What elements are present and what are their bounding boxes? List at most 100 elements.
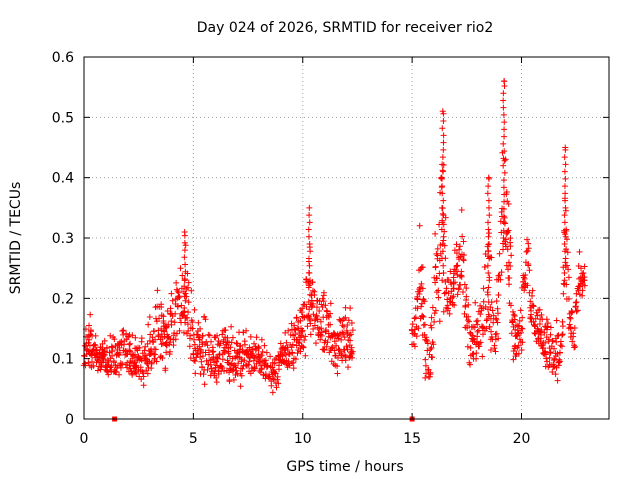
peak-point <box>306 219 313 226</box>
peak-point <box>439 161 446 168</box>
data-point <box>282 352 289 359</box>
data-point <box>292 356 299 363</box>
x-tick-label: 20 <box>513 431 531 447</box>
data-point <box>258 336 265 343</box>
data-point <box>345 317 352 324</box>
data-point <box>564 249 571 256</box>
data-point <box>117 339 124 346</box>
data-point <box>154 287 161 294</box>
data-point <box>328 345 335 352</box>
data-point <box>568 309 575 316</box>
data-point <box>526 267 533 274</box>
data-point <box>347 337 354 344</box>
data-point <box>105 371 112 378</box>
data-point <box>523 248 530 255</box>
data-point <box>263 349 270 356</box>
data-point <box>423 337 430 344</box>
data-point <box>312 340 319 347</box>
data-point <box>176 294 183 301</box>
data-point <box>185 299 192 306</box>
data-point <box>219 364 226 371</box>
peak-point <box>439 204 446 211</box>
data-point <box>202 349 209 356</box>
data-point <box>450 293 457 300</box>
data-point <box>349 348 356 355</box>
data-point <box>327 310 334 317</box>
peak-point <box>562 190 569 197</box>
data-point <box>496 250 503 257</box>
peak-point <box>486 241 493 248</box>
data-point <box>313 304 320 311</box>
data-point <box>565 295 572 302</box>
data-point <box>310 326 317 333</box>
data-point <box>421 298 428 305</box>
data-point <box>116 371 123 378</box>
data-point <box>562 231 569 238</box>
data-point <box>203 357 210 364</box>
data-point <box>126 341 133 348</box>
data-point <box>565 266 572 273</box>
data-point <box>419 312 426 319</box>
data-point <box>86 322 93 329</box>
peak-point <box>485 183 492 190</box>
data-point <box>255 343 262 350</box>
data-point <box>262 357 269 364</box>
data-point <box>505 201 512 208</box>
y-tick-label: 0 <box>65 412 74 428</box>
data-point <box>453 268 460 275</box>
peak-point <box>181 247 188 254</box>
data-point <box>516 317 523 324</box>
peak-point <box>306 306 313 313</box>
peak-point <box>439 183 446 190</box>
data-point <box>177 265 184 272</box>
peak-point <box>501 126 508 133</box>
x-tick-label: 0 <box>80 431 89 447</box>
data-point <box>422 362 429 369</box>
data-point <box>420 314 427 321</box>
data-point <box>290 359 297 366</box>
data-point <box>516 336 523 343</box>
data-point <box>219 331 226 338</box>
data-point <box>573 308 580 315</box>
data-point <box>318 325 325 332</box>
peak-point <box>440 139 447 146</box>
data-point <box>559 318 566 325</box>
data-point <box>323 343 330 350</box>
data-point <box>116 349 123 356</box>
data-point <box>462 303 469 310</box>
data-point <box>92 332 99 339</box>
data-point <box>302 352 309 359</box>
data-point <box>186 335 193 342</box>
peak-point <box>439 154 446 161</box>
data-point <box>547 349 554 356</box>
data-point <box>506 281 513 288</box>
data-point <box>152 346 159 353</box>
data-point <box>430 341 437 348</box>
data-point <box>186 343 193 350</box>
data-point <box>225 350 232 357</box>
data-point <box>473 350 480 357</box>
data-point <box>446 298 453 305</box>
data-point <box>233 340 240 347</box>
data-point <box>119 328 126 335</box>
data-point <box>424 347 431 354</box>
data-point <box>251 340 258 347</box>
data-point <box>474 328 481 335</box>
data-point <box>553 339 560 346</box>
data-point <box>456 246 463 253</box>
data-point <box>176 327 183 334</box>
data-point <box>184 314 191 321</box>
data-point <box>148 360 155 367</box>
data-point <box>304 323 311 330</box>
data-point <box>142 352 149 359</box>
data-point <box>212 367 219 374</box>
peak-point <box>562 161 569 168</box>
data-point <box>560 290 567 297</box>
data-point <box>455 286 462 293</box>
peak-point <box>305 313 312 320</box>
peak-point <box>561 168 568 175</box>
data-point <box>576 248 583 255</box>
axis-ticks <box>83 56 609 420</box>
data-point <box>197 325 204 332</box>
peak-point <box>500 155 507 162</box>
